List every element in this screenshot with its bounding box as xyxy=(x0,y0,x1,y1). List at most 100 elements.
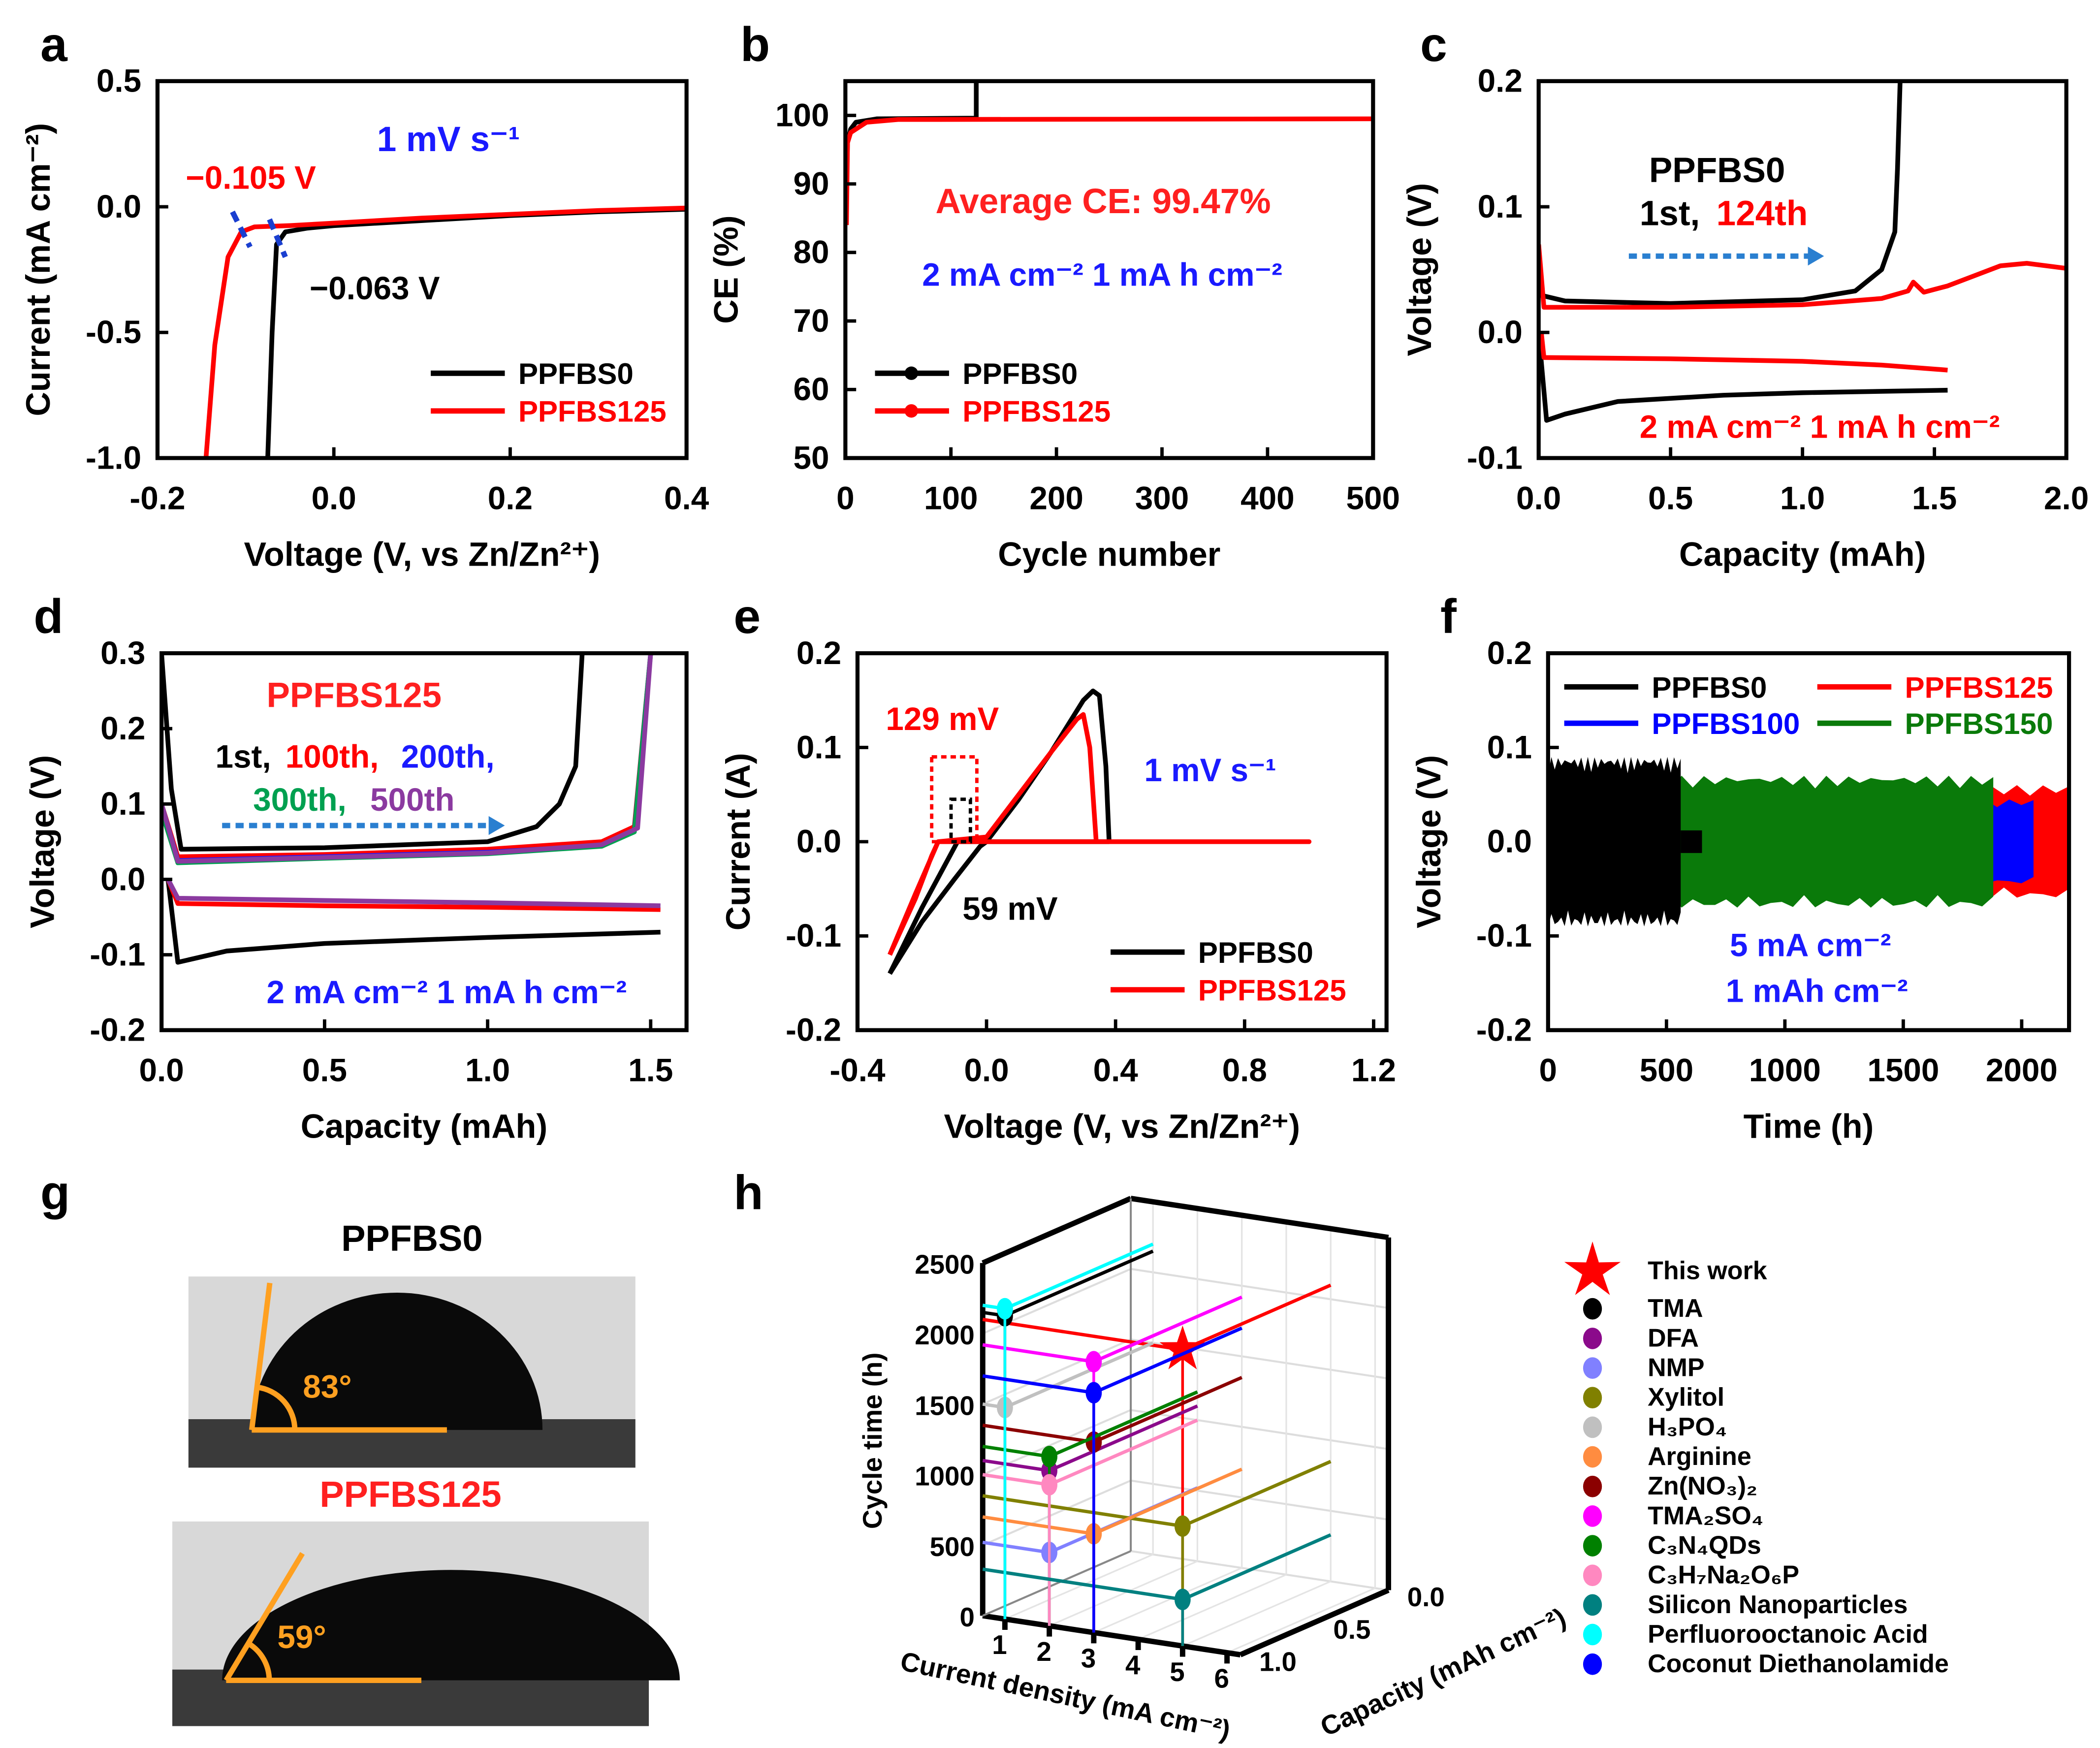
annotation: 124th xyxy=(1717,194,1808,233)
circle-marker xyxy=(1583,1623,1602,1646)
projection-line xyxy=(982,1424,1094,1444)
x-tick-label: 0.2 xyxy=(488,480,533,516)
arrow-head-icon xyxy=(1808,247,1824,266)
legend-label: Arginine xyxy=(1648,1442,1751,1471)
series-line-ppfbs125-charge xyxy=(1538,244,2067,310)
angle-arc xyxy=(256,1384,298,1430)
x-tick-label: 0.0 xyxy=(139,1052,184,1088)
y-tick-label: 0.0 xyxy=(796,824,841,859)
z-tick-label: 1000 xyxy=(915,1461,975,1492)
y-tick-label: 0.0 xyxy=(1487,824,1532,859)
legend-label: PPFBS0 xyxy=(962,357,1078,390)
y-tick-label: 0.5 xyxy=(96,63,141,99)
legend-label: PPFBS125 xyxy=(1905,671,2053,704)
annotation: 200th, xyxy=(401,738,495,774)
x-tick-label: 2 xyxy=(1036,1636,1051,1667)
legend-item: TMA xyxy=(1583,1294,1703,1323)
projection-line xyxy=(982,1515,1094,1536)
angle-label: 83° xyxy=(303,1368,351,1404)
x-axis-label: Capacity (mAh) xyxy=(1679,536,1926,573)
angle-label: 59° xyxy=(277,1619,326,1655)
y-tick-label: 0.0 xyxy=(96,189,141,224)
y-tick-label: 0.0 xyxy=(1478,314,1523,350)
legend-item: H₃PO₄ xyxy=(1583,1413,1727,1441)
box-edge xyxy=(982,1550,1131,1617)
chart-a: -0.2 0.0 0.2 0.4 -1.0 -0.5 0.0 0.5 Voltage (V, v… xyxy=(20,63,709,573)
x-tick-label: 500 xyxy=(1346,480,1400,516)
chart-e: -0.4 0.0 0.4 0.8 1.2 -0.2 -0.1 0.0 0.1 0.2 Voltage… xyxy=(720,635,1396,1145)
x-axis xyxy=(982,1613,1241,1657)
legend-item: Perfluorooctanoic Acid xyxy=(1583,1620,1928,1649)
legend-item: PPFBS0 xyxy=(1564,671,1767,704)
legend-label: PPFBS150 xyxy=(1905,707,2053,740)
chart-c: 0.0 0.5 1.0 1.5 2.0 -0.1 0.0 0.1 0.2 Capacity (mA… xyxy=(1401,63,2089,573)
legend-label: PPFBS0 xyxy=(518,357,634,390)
tangent-line xyxy=(249,1282,273,1430)
legend-item: C₃N₄QDs xyxy=(1583,1531,1761,1559)
chart-b: 0 100 200 300 400 500 50 60 70 80 90 100 Cycle numbe… xyxy=(708,79,1400,573)
circle-marker xyxy=(1583,1387,1602,1409)
x-axis-label: Voltage (V, vs Zn/Zn²⁺) xyxy=(944,1108,1301,1145)
annotation: 100th, xyxy=(286,738,379,774)
panel-label-h: h xyxy=(733,1165,763,1219)
z-tick-label: 0 xyxy=(959,1602,974,1632)
legend-marker xyxy=(904,366,919,380)
annotation: 59 mV xyxy=(962,890,1058,926)
legend-item: Coconut Diethanolamide xyxy=(1583,1650,1949,1678)
contact-angle-image-ppfbs0: PPFBS0 83° xyxy=(188,1218,636,1468)
circle-marker xyxy=(1583,1446,1602,1468)
x-tick-label: 0.4 xyxy=(664,480,709,516)
x-tick-label: 1.0 xyxy=(465,1052,510,1088)
projection-line xyxy=(982,1444,1050,1459)
x-tick-label: 3 xyxy=(1081,1643,1096,1674)
plot-frame xyxy=(843,79,1375,460)
projection-line xyxy=(982,1402,1005,1409)
projection-line xyxy=(1181,1460,1332,1528)
projection-line xyxy=(1004,1249,1154,1318)
x-tick-label: 1.2 xyxy=(1351,1052,1396,1088)
projection-line xyxy=(982,1343,1094,1364)
x-tick-label: 1 xyxy=(992,1629,1007,1660)
panel-label-d: d xyxy=(33,589,63,643)
y-axis-label: Voltage (V) xyxy=(1410,755,1448,928)
projection-line xyxy=(1093,1467,1243,1535)
x-axis-label: Cycle number xyxy=(998,536,1220,573)
y-tick-label: 0.5 xyxy=(1333,1614,1370,1645)
x-tick-label: 4 xyxy=(1125,1650,1141,1680)
z-tick-label: 1500 xyxy=(915,1390,975,1421)
annotation: −0.063 V xyxy=(310,270,440,306)
chart-h: 0 500 1000 1500 2000 2500 1 2 3 4 5 6 0.0 0.5 1.0 Cycle… xyxy=(857,1196,1949,1746)
sample-label: PPFBS0 xyxy=(341,1218,482,1259)
star-marker-icon xyxy=(1564,1241,1621,1295)
legend-label: PPFBS100 xyxy=(1652,707,1800,740)
annotation: 1 mAh cm⁻² xyxy=(1726,973,1908,1009)
legend-item: This work xyxy=(1564,1241,1767,1295)
grid-line xyxy=(1004,1554,1153,1620)
y-axis-label: Current (mA cm⁻²) xyxy=(20,123,57,416)
y-tick-label: -0.1 xyxy=(786,918,841,953)
legend-item: TMA₂SO₄ xyxy=(1583,1501,1764,1530)
legend-item: NMP xyxy=(1583,1354,1705,1382)
y-tick-label: 0.3 xyxy=(100,635,145,671)
series-line-ppfbs0 xyxy=(845,81,979,191)
x-tick-label: 0.5 xyxy=(1648,480,1693,516)
projection-line xyxy=(982,1374,1094,1395)
legend-item: PPFBS150 xyxy=(1817,707,2053,740)
y-tick-label: 0.2 xyxy=(1487,635,1532,671)
y-tick-label: -1.0 xyxy=(86,440,141,476)
legend-item: Arginine xyxy=(1583,1442,1751,1471)
series-line-ppfbs125 xyxy=(203,205,687,458)
x-axis-label: Time (h) xyxy=(1744,1108,1874,1145)
y-axis-label: Current (A) xyxy=(720,753,757,930)
x-tick-label: 0.0 xyxy=(1516,480,1561,516)
y-tick-label: 0.2 xyxy=(1478,63,1523,99)
projection-line xyxy=(1093,1376,1243,1444)
legend-label: Xylitol xyxy=(1648,1383,1724,1412)
series-line-500th xyxy=(161,653,653,864)
legend-label: Zn(NO₃)₂ xyxy=(1648,1472,1757,1500)
legend-item: C₃H₇Na₂O₆P xyxy=(1583,1561,1799,1589)
projection-line xyxy=(1181,1533,1332,1601)
y-tick-label: 100 xyxy=(775,97,829,133)
y-tick-label: 50 xyxy=(794,440,829,476)
